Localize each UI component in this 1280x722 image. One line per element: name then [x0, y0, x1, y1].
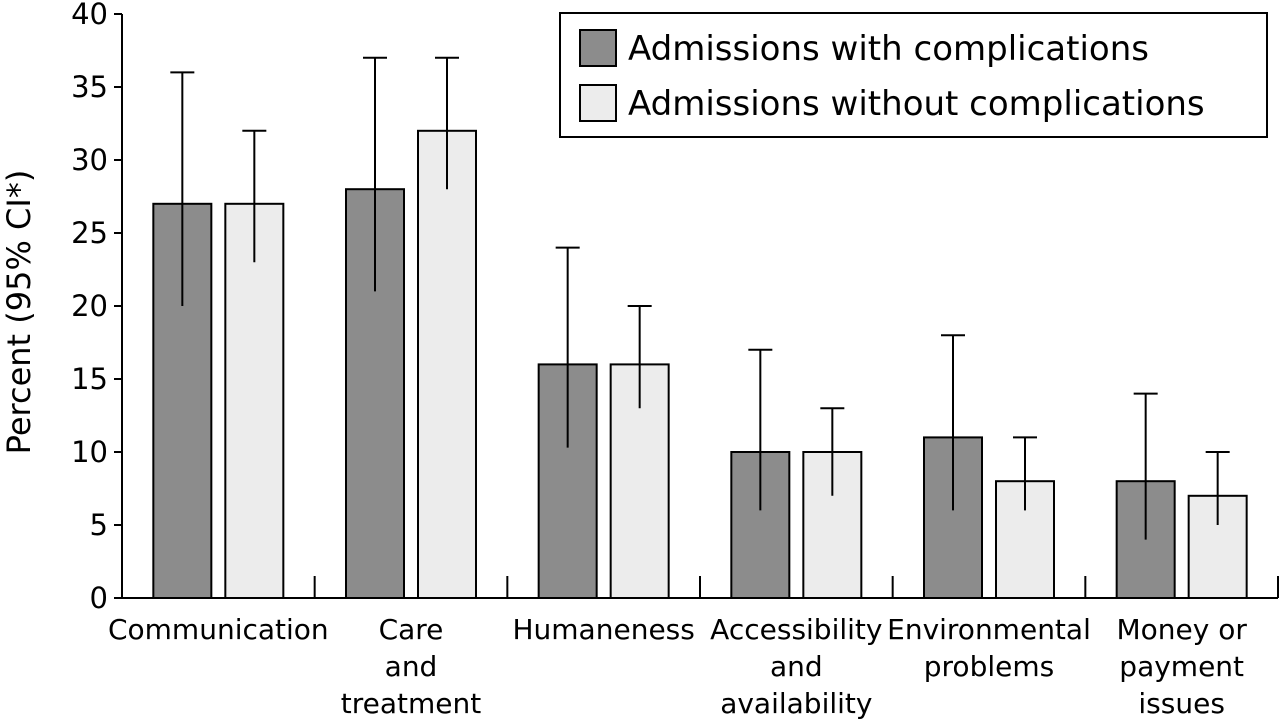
category-label: Environmental problems	[887, 613, 1091, 683]
legend: Admissions with complications Admissions …	[559, 12, 1268, 138]
bar	[417, 129, 477, 600]
y-tick-label: 40	[71, 0, 108, 31]
y-tick-label: 30	[71, 143, 108, 177]
y-tick-label: 0	[90, 581, 108, 615]
bar	[224, 202, 285, 600]
y-axis-title: Percent (95% CI*)	[0, 170, 38, 455]
category-label: Communication	[108, 613, 329, 646]
bars	[152, 129, 1248, 600]
y-tick-label: 25	[71, 216, 108, 250]
error-bars	[170, 56, 1230, 540]
y-tick-label: 5	[90, 508, 108, 542]
legend-label: Admissions with complications	[628, 29, 1149, 69]
category-labels: Communication Care and treatment Humaneness A…	[108, 613, 1247, 720]
category-label: Money or payment issues	[1116, 613, 1247, 720]
category-label: Care and treatment	[341, 613, 481, 720]
axes: 0 5 10 15 20 25 30 35 40	[71, 0, 1279, 615]
y-tick-label: 20	[71, 289, 108, 323]
category-label: Accessibility and availability	[710, 613, 882, 720]
legend-box	[559, 12, 1268, 138]
legend-label: Admissions without complications	[628, 84, 1205, 124]
y-tick-label: 10	[71, 435, 108, 469]
y-tick-label: 15	[71, 362, 108, 396]
legend-swatch	[579, 29, 617, 67]
category-label: Humaneness	[512, 613, 694, 646]
y-tick-label: 35	[71, 70, 108, 104]
legend-swatch	[579, 84, 617, 122]
